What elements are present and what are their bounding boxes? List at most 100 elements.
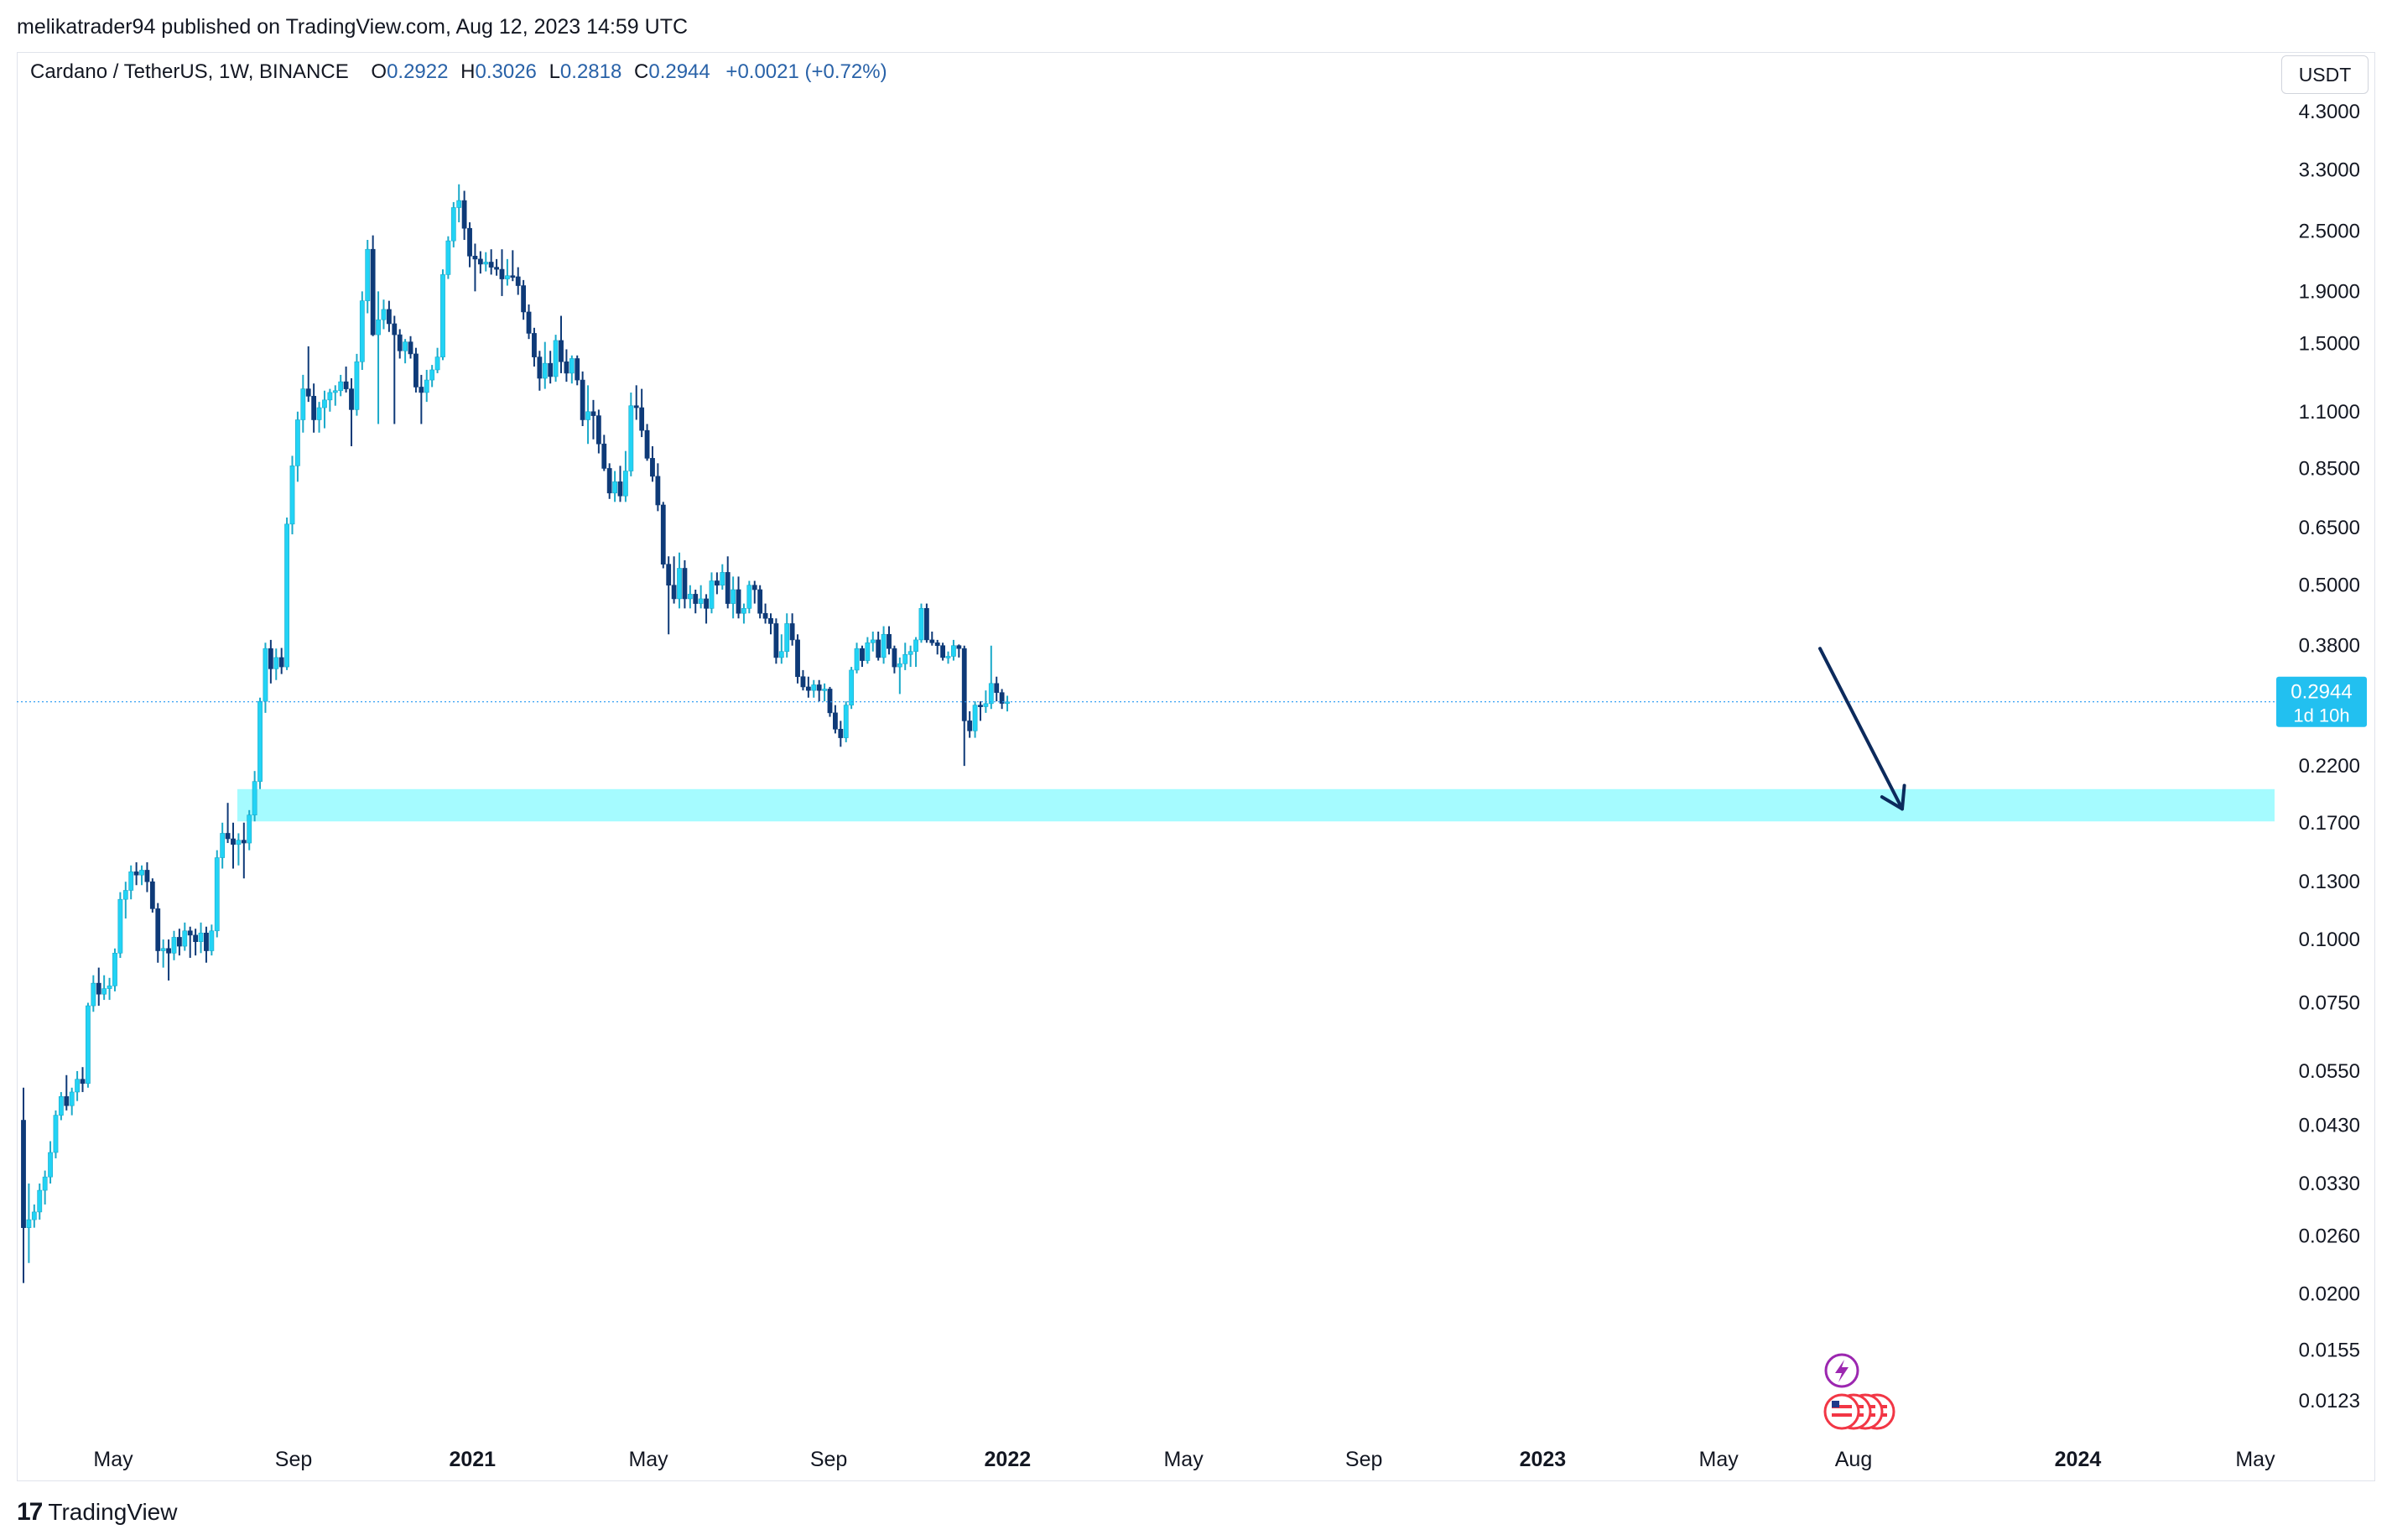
candle-body xyxy=(171,937,177,954)
down-arrow-line xyxy=(1818,647,1904,811)
candle-body xyxy=(870,639,876,643)
candle-body xyxy=(64,1095,70,1106)
candle-body xyxy=(961,648,967,721)
candle-body xyxy=(86,1005,91,1084)
candle-body xyxy=(548,362,554,377)
candle-body xyxy=(300,388,306,420)
candle-body xyxy=(107,986,112,989)
candle-body xyxy=(521,285,527,313)
economic-event-icon xyxy=(1823,1393,1860,1430)
candle-body xyxy=(967,721,973,731)
candle-body xyxy=(897,663,902,668)
candle-body xyxy=(365,248,371,301)
candle-body xyxy=(289,466,295,525)
x-tick-label: 2023 xyxy=(1520,1448,1567,1471)
candle-body xyxy=(101,988,107,995)
footer-brand: TradingView xyxy=(48,1499,178,1525)
tradingview-footer[interactable]: 17 TradingView xyxy=(17,1498,177,1527)
candle-body xyxy=(263,648,268,702)
candle-body xyxy=(176,937,182,947)
candle-body xyxy=(456,200,462,208)
chart-frame[interactable] xyxy=(17,52,2375,1481)
candle-body xyxy=(91,982,96,1007)
candle-body xyxy=(999,692,1005,704)
candle-body xyxy=(26,1219,32,1228)
candle-body xyxy=(198,932,204,942)
candle-body xyxy=(778,651,784,658)
candle-body xyxy=(945,656,951,658)
candle-body xyxy=(37,1189,43,1213)
candle-body xyxy=(918,608,924,641)
y-tick-label: 0.2200 xyxy=(2299,755,2360,778)
candle-body xyxy=(408,341,413,355)
legend-change: +0.0021 (+0.72%) xyxy=(725,60,887,83)
candle-body xyxy=(397,334,403,351)
legend-close-value: 0.2944 xyxy=(648,60,710,83)
candle-body xyxy=(450,207,456,242)
candle-body xyxy=(510,275,516,278)
y-tick-label: 0.0430 xyxy=(2299,1115,2360,1137)
candle-body xyxy=(881,633,887,658)
x-tick-label: Aug xyxy=(1835,1448,1872,1471)
candle-body xyxy=(677,568,682,600)
candle-body xyxy=(553,340,559,377)
candle-body xyxy=(606,468,612,494)
candle-body xyxy=(569,358,575,374)
candle-body xyxy=(902,653,908,664)
legend-high-value: 0.3026 xyxy=(475,60,537,83)
legend-open-label: O xyxy=(371,60,387,83)
candle-body xyxy=(644,429,650,459)
candle-body xyxy=(477,258,483,265)
candle-body xyxy=(160,948,166,951)
candle-body xyxy=(612,481,617,494)
x-tick-label: May xyxy=(1699,1448,1739,1471)
x-tick-label: Sep xyxy=(1345,1448,1382,1471)
candle-body xyxy=(827,689,833,714)
candle-body xyxy=(762,612,768,619)
candle-body xyxy=(854,648,860,671)
support-zone xyxy=(237,788,2275,822)
candle-body xyxy=(149,881,155,909)
candle-body xyxy=(139,870,144,876)
candle-body xyxy=(424,379,429,393)
candle-body xyxy=(843,705,849,738)
candle-body xyxy=(617,481,623,497)
candle-body xyxy=(994,683,1000,693)
candle-body xyxy=(833,712,838,730)
candle-body xyxy=(736,589,741,614)
candle-body xyxy=(155,908,161,951)
x-tick-label: May xyxy=(628,1448,668,1471)
candle-body xyxy=(440,274,445,357)
candle-body xyxy=(526,311,532,334)
candle-body xyxy=(698,598,704,604)
price-tag-countdown: 1d 10h xyxy=(2293,705,2349,726)
candle-body xyxy=(122,890,128,900)
currency-button[interactable]: USDT xyxy=(2281,55,2369,94)
candle-body xyxy=(720,572,725,585)
y-tick-label: 1.1000 xyxy=(2299,401,2360,424)
candle-body xyxy=(295,419,300,466)
candle-body xyxy=(214,857,220,932)
candle-body xyxy=(284,523,289,668)
candle-body xyxy=(403,341,408,351)
candle-body xyxy=(69,1091,75,1106)
candle-body xyxy=(666,564,672,585)
candle-body xyxy=(429,369,435,381)
candle-body xyxy=(338,381,344,392)
candle-body xyxy=(349,388,354,410)
candle-body xyxy=(983,703,989,707)
y-tick-label: 0.0123 xyxy=(2299,1390,2360,1413)
y-tick-label: 3.3000 xyxy=(2299,159,2360,181)
candle-body xyxy=(682,568,688,600)
candle-body xyxy=(532,333,537,357)
y-tick-label: 0.3800 xyxy=(2299,635,2360,658)
y-tick-label: 0.0260 xyxy=(2299,1225,2360,1248)
y-tick-label: 1.9000 xyxy=(2299,280,2360,303)
candle-body xyxy=(42,1176,48,1191)
candle-body xyxy=(655,476,661,506)
candle-body xyxy=(773,623,779,658)
candle-body xyxy=(128,871,134,891)
candle-body xyxy=(445,240,451,275)
candle-body xyxy=(252,781,257,816)
